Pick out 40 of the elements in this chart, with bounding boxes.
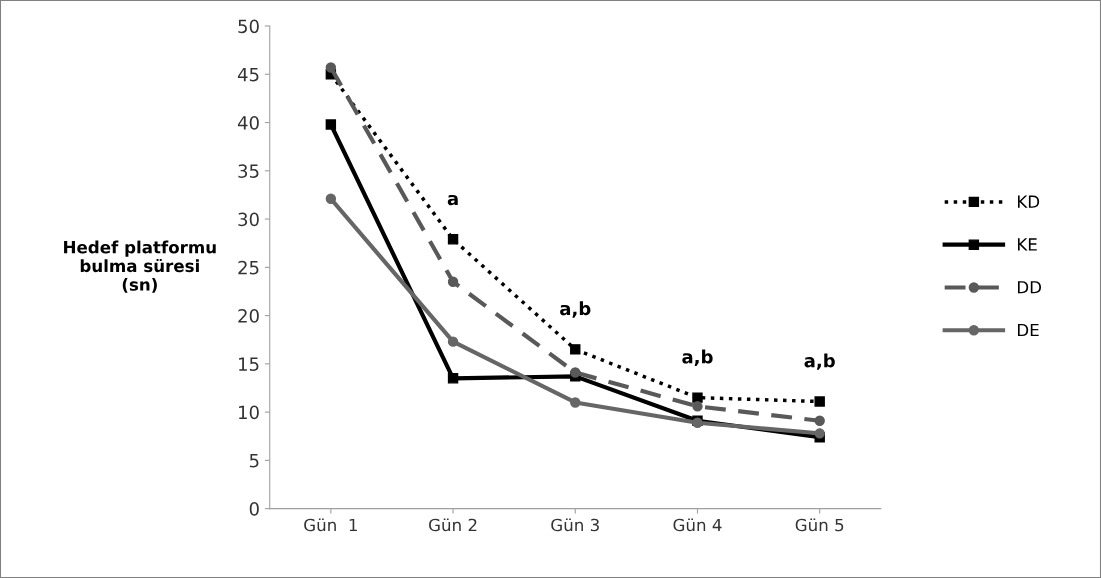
point: [570, 367, 581, 378]
point: [447, 373, 459, 384]
y-tick-label: 0: [249, 502, 259, 516]
y-tick-label: 5: [249, 454, 259, 468]
point: [325, 62, 337, 73]
point: [570, 397, 581, 408]
x-tick-label: Gün 4: [673, 518, 722, 532]
y-axis-title: Hedef platformu bulma süresi (sn): [64, 240, 216, 293]
y-tick-label: 45: [237, 67, 259, 82]
point: [814, 396, 825, 407]
legend-label: KD: [1017, 195, 1040, 208]
y-tick-label: 20: [238, 309, 259, 323]
point: [692, 392, 703, 403]
point: [692, 401, 703, 412]
legend-label: KE: [1017, 238, 1037, 251]
y-tick-label: 15: [239, 357, 259, 371]
annotation: a,b: [560, 301, 591, 318]
x-tick-label: Gün 1: [304, 518, 357, 532]
legend-label: DE: [1017, 323, 1039, 337]
point: [814, 428, 825, 439]
point: [447, 234, 459, 245]
x-tick-label: Gün 2: [429, 518, 477, 532]
y-tick-label: 50: [238, 19, 259, 34]
legend-label: DD: [1017, 281, 1042, 294]
point: [447, 336, 459, 347]
point: [447, 276, 459, 288]
y-tick-label: 25: [238, 260, 259, 275]
y-tick-label: 40: [237, 116, 259, 130]
point: [814, 415, 825, 427]
point: [570, 344, 581, 355]
point: [325, 193, 337, 205]
annotation: a,b: [682, 349, 713, 366]
x-tick-label: Gün 5: [795, 518, 844, 532]
annotation: a,b: [804, 353, 835, 370]
annotation: a: [447, 194, 458, 206]
y-tick-label: 10: [239, 405, 259, 420]
x-tick-label: Gün 3: [551, 518, 599, 532]
y-tick-label: 30: [238, 212, 259, 227]
y-tick-label: 35: [238, 164, 259, 178]
point: [325, 119, 337, 130]
